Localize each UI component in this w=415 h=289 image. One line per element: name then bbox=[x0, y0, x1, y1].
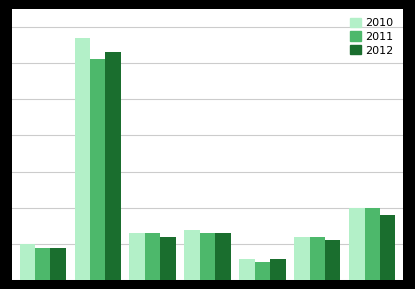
Bar bbox=[105, 52, 121, 280]
Bar bbox=[365, 208, 380, 280]
Bar bbox=[200, 233, 215, 280]
Bar bbox=[90, 59, 105, 280]
Bar bbox=[255, 262, 270, 280]
Bar bbox=[215, 233, 231, 280]
Bar bbox=[325, 240, 340, 280]
Bar bbox=[294, 237, 310, 280]
Bar bbox=[160, 237, 176, 280]
Bar bbox=[50, 248, 66, 280]
Bar bbox=[239, 259, 255, 280]
Bar bbox=[145, 233, 160, 280]
Legend: 2010, 2011, 2012: 2010, 2011, 2012 bbox=[347, 14, 397, 59]
Bar bbox=[380, 215, 395, 280]
Bar bbox=[349, 208, 365, 280]
Bar bbox=[270, 259, 286, 280]
Bar bbox=[35, 248, 50, 280]
Bar bbox=[75, 38, 90, 280]
Bar bbox=[129, 233, 145, 280]
Bar bbox=[20, 244, 35, 280]
Bar bbox=[184, 230, 200, 280]
Bar bbox=[310, 237, 325, 280]
